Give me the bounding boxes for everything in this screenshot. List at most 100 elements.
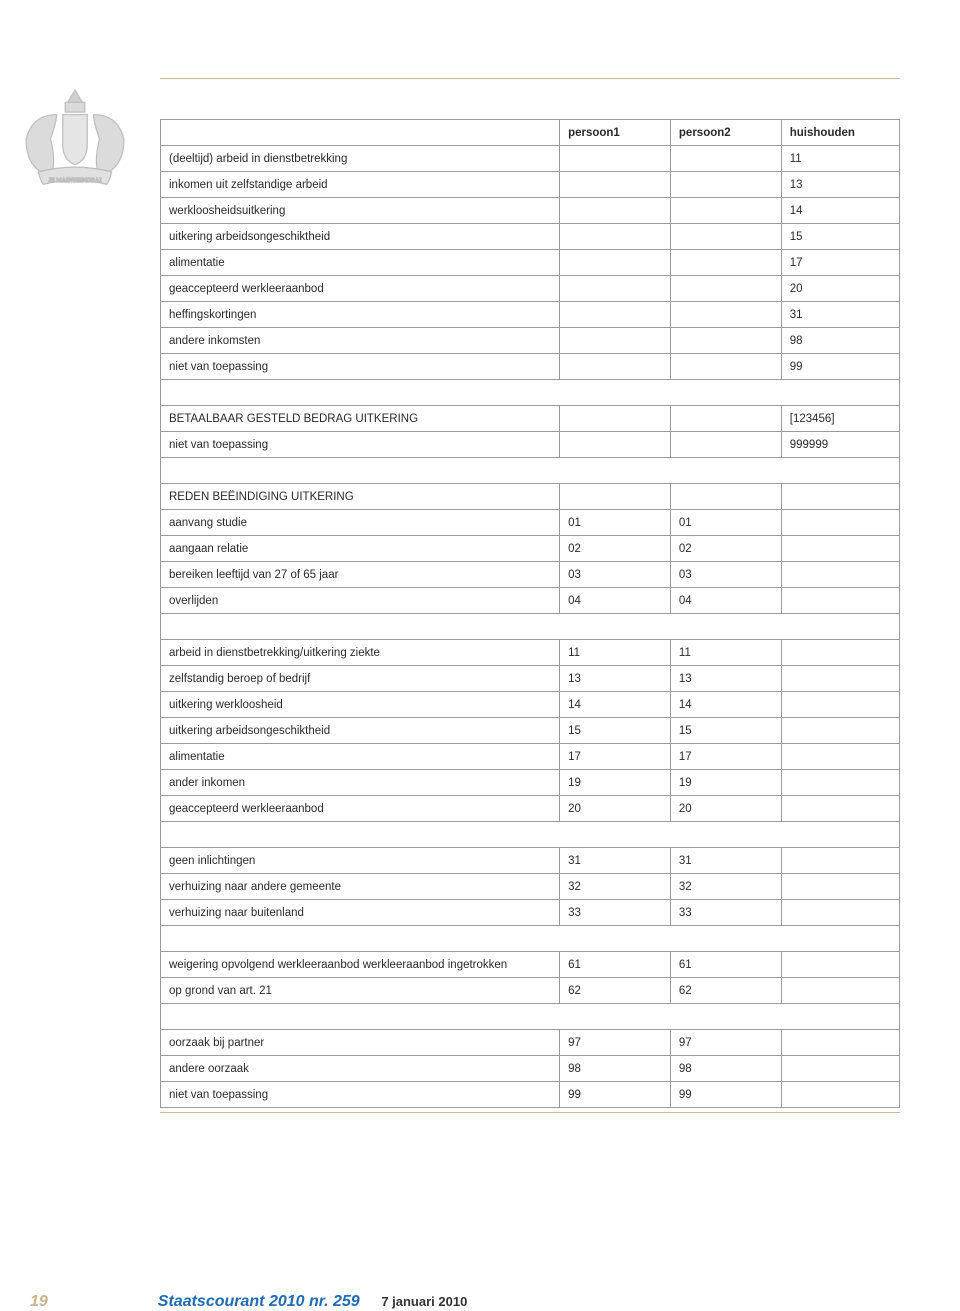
table-row: werkloosheidsuitkering14 — [161, 198, 900, 224]
footer: 19 Staatscourant 2010 nr. 259 7 januari … — [0, 1112, 960, 1311]
table-row — [161, 614, 900, 640]
cell-p1: 19 — [560, 770, 671, 796]
cell-label: arbeid in dienstbetrekking/uitkering zie… — [161, 640, 560, 666]
cell-p2: 11 — [670, 640, 781, 666]
cell-p1 — [560, 328, 671, 354]
cell-p2 — [670, 250, 781, 276]
cell-label: uitkering werkloosheid — [161, 692, 560, 718]
cell-h — [781, 978, 899, 1004]
svg-text:JE MAINTIENDRAI: JE MAINTIENDRAI — [49, 178, 102, 184]
cell-p2 — [670, 302, 781, 328]
cell-h — [781, 874, 899, 900]
cell-p2: 97 — [670, 1030, 781, 1056]
cell-label: andere oorzaak — [161, 1056, 560, 1082]
table-row — [161, 380, 900, 406]
table-row: BETAALBAAR GESTELD BEDRAG UITKERING[1234… — [161, 406, 900, 432]
cell-p2: 15 — [670, 718, 781, 744]
cell-label: alimentatie — [161, 250, 560, 276]
cell-p2 — [670, 146, 781, 172]
cell-h — [781, 510, 899, 536]
cell-p2: 13 — [670, 666, 781, 692]
spacer-cell — [161, 926, 900, 952]
cell-p1: 31 — [560, 848, 671, 874]
cell-p1: 33 — [560, 900, 671, 926]
table-row: persoon1persoon2huishouden — [161, 120, 900, 146]
cell-label: geen inlichtingen — [161, 848, 560, 874]
cell-p2: 01 — [670, 510, 781, 536]
cell-label: REDEN BEËINDIGING UITKERING — [161, 484, 560, 510]
cell-p2 — [670, 276, 781, 302]
footer-date: 7 januari 2010 — [363, 1294, 467, 1309]
cell-h — [781, 536, 899, 562]
cell-label: uitkering arbeidsongeschiktheid — [161, 718, 560, 744]
cell-h: huishouden — [781, 120, 899, 146]
cell-p1: persoon1 — [560, 120, 671, 146]
cell-label: oorzaak bij partner — [161, 1030, 560, 1056]
cell-label: andere inkomsten — [161, 328, 560, 354]
table-row: heffingskortingen31 — [161, 302, 900, 328]
cell-p1: 11 — [560, 640, 671, 666]
cell-p1 — [560, 432, 671, 458]
cell-label: aanvang studie — [161, 510, 560, 536]
cell-p1: 13 — [560, 666, 671, 692]
cell-p2: 62 — [670, 978, 781, 1004]
table-row: uitkering werkloosheid1414 — [161, 692, 900, 718]
cell-p2 — [670, 432, 781, 458]
cell-label: verhuizing naar andere gemeente — [161, 874, 560, 900]
top-rule — [160, 78, 900, 79]
cell-h — [781, 900, 899, 926]
cell-p2: 20 — [670, 796, 781, 822]
cell-p1: 98 — [560, 1056, 671, 1082]
cell-p2: 04 — [670, 588, 781, 614]
cell-label: ander inkomen — [161, 770, 560, 796]
cell-p1: 62 — [560, 978, 671, 1004]
cell-p1: 32 — [560, 874, 671, 900]
cell-p2: persoon2 — [670, 120, 781, 146]
cell-label: overlijden — [161, 588, 560, 614]
cell-label: verhuizing naar buitenland — [161, 900, 560, 926]
cell-p1: 15 — [560, 718, 671, 744]
cell-p1: 04 — [560, 588, 671, 614]
cell-p2 — [670, 198, 781, 224]
data-table: persoon1persoon2huishouden(deeltijd) arb… — [160, 119, 900, 1108]
cell-h — [781, 562, 899, 588]
cell-p1 — [560, 198, 671, 224]
cell-p2: 98 — [670, 1056, 781, 1082]
cell-label — [161, 120, 560, 146]
cell-p1 — [560, 224, 671, 250]
cell-label: inkomen uit zelfstandige arbeid — [161, 172, 560, 198]
table-row — [161, 458, 900, 484]
cell-h: 99 — [781, 354, 899, 380]
document-page: JE MAINTIENDRAI persoon1persoon2huishoud… — [0, 78, 960, 1311]
table-row: oorzaak bij partner9797 — [161, 1030, 900, 1056]
table-row: alimentatie1717 — [161, 744, 900, 770]
table-row: niet van toepassing99 — [161, 354, 900, 380]
spacer-cell — [161, 380, 900, 406]
table-row: andere oorzaak9898 — [161, 1056, 900, 1082]
cell-p1: 97 — [560, 1030, 671, 1056]
cell-h: 31 — [781, 302, 899, 328]
table-row: uitkering arbeidsongeschiktheid15 — [161, 224, 900, 250]
coat-of-arms-icon: JE MAINTIENDRAI — [10, 84, 140, 194]
cell-p1 — [560, 406, 671, 432]
cell-h — [781, 952, 899, 978]
cell-label: weigering opvolgend werkleeraanbod werkl… — [161, 952, 560, 978]
footer-source: Staatscourant 2010 nr. 259 — [158, 1293, 360, 1310]
cell-p1: 02 — [560, 536, 671, 562]
cell-p2: 32 — [670, 874, 781, 900]
table-row: arbeid in dienstbetrekking/uitkering zie… — [161, 640, 900, 666]
cell-h: 15 — [781, 224, 899, 250]
table-row: geaccepteerd werkleeraanbod20 — [161, 276, 900, 302]
cell-p1 — [560, 484, 671, 510]
table-row: bereiken leeftijd van 27 of 65 jaar0303 — [161, 562, 900, 588]
cell-h — [781, 666, 899, 692]
content-area: persoon1persoon2huishouden(deeltijd) arb… — [160, 119, 900, 1108]
cell-h — [781, 588, 899, 614]
table-row — [161, 822, 900, 848]
cell-p1 — [560, 250, 671, 276]
cell-label: aangaan relatie — [161, 536, 560, 562]
cell-p1 — [560, 354, 671, 380]
spacer-cell — [161, 1004, 900, 1030]
cell-label: zelfstandig beroep of bedrijf — [161, 666, 560, 692]
cell-label: niet van toepassing — [161, 432, 560, 458]
